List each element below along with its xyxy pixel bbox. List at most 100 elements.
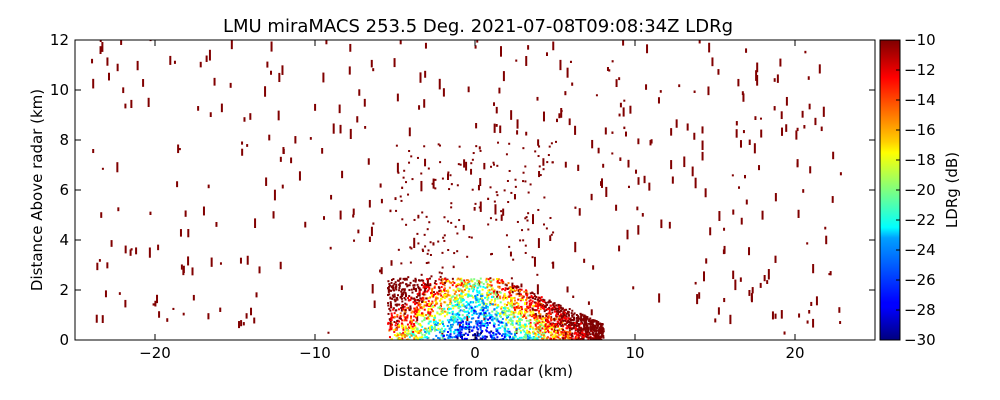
data-point bbox=[525, 289, 528, 292]
data-point bbox=[434, 293, 437, 296]
data-point bbox=[426, 278, 429, 287]
data-point bbox=[546, 328, 549, 331]
data-point bbox=[587, 301, 590, 305]
data-point bbox=[796, 159, 799, 167]
data-point bbox=[423, 145, 426, 148]
data-point bbox=[462, 305, 465, 308]
data-point bbox=[470, 306, 473, 309]
data-point bbox=[392, 289, 395, 292]
data-point bbox=[494, 303, 497, 306]
data-point bbox=[514, 335, 517, 338]
data-point bbox=[329, 246, 332, 250]
data-point bbox=[701, 151, 704, 161]
data-point bbox=[474, 45, 477, 49]
data-point bbox=[525, 298, 528, 301]
data-point bbox=[402, 334, 405, 337]
data-point bbox=[737, 78, 740, 87]
data-point bbox=[522, 338, 525, 340]
data-point bbox=[447, 290, 450, 293]
data-point bbox=[472, 296, 475, 299]
data-point bbox=[495, 313, 498, 316]
data-point bbox=[456, 232, 459, 235]
data-point bbox=[527, 228, 530, 231]
data-point bbox=[493, 289, 496, 292]
data-point bbox=[597, 334, 600, 337]
data-point bbox=[130, 99, 133, 109]
data-point bbox=[529, 319, 532, 322]
data-point bbox=[220, 103, 223, 113]
data-point bbox=[503, 293, 506, 296]
data-point bbox=[824, 226, 827, 230]
data-point bbox=[738, 186, 741, 189]
data-point bbox=[229, 82, 232, 88]
colorbar-tick-label: −26 bbox=[904, 271, 936, 289]
data-point bbox=[404, 325, 407, 328]
data-point bbox=[571, 314, 574, 317]
data-point bbox=[456, 330, 459, 333]
data-point bbox=[522, 147, 525, 150]
data-point bbox=[426, 228, 429, 231]
data-point bbox=[493, 325, 496, 328]
data-point bbox=[462, 303, 465, 306]
data-point bbox=[600, 330, 603, 333]
data-point bbox=[571, 327, 574, 330]
data-point bbox=[536, 322, 539, 325]
data-point bbox=[563, 331, 566, 334]
data-point bbox=[493, 338, 496, 340]
data-point bbox=[495, 218, 498, 221]
data-point bbox=[430, 303, 433, 306]
data-point bbox=[598, 323, 601, 326]
data-point bbox=[519, 330, 522, 333]
data-point bbox=[494, 204, 497, 215]
data-point bbox=[462, 283, 465, 286]
data-point bbox=[425, 215, 428, 218]
data-point bbox=[432, 338, 435, 340]
data-point bbox=[594, 319, 597, 322]
data-point bbox=[568, 323, 571, 326]
data-point bbox=[502, 312, 505, 315]
data-point bbox=[474, 284, 477, 287]
data-point bbox=[429, 304, 432, 307]
data-point bbox=[588, 318, 591, 321]
data-point bbox=[461, 337, 464, 340]
data-point bbox=[463, 159, 466, 168]
data-point bbox=[476, 334, 479, 337]
data-point bbox=[459, 284, 462, 287]
data-point bbox=[456, 298, 459, 301]
data-point bbox=[503, 335, 506, 338]
data-point bbox=[546, 329, 549, 332]
data-point bbox=[658, 293, 661, 303]
data-point bbox=[434, 303, 437, 306]
data-point bbox=[400, 338, 403, 340]
data-point bbox=[471, 280, 474, 283]
data-point bbox=[606, 67, 609, 71]
data-point bbox=[463, 337, 466, 340]
data-point bbox=[416, 336, 419, 339]
data-point bbox=[239, 257, 242, 264]
data-point bbox=[448, 297, 451, 300]
data-point bbox=[544, 327, 547, 330]
data-point bbox=[547, 312, 550, 315]
data-point bbox=[427, 249, 430, 252]
data-point bbox=[418, 105, 421, 110]
data-point bbox=[110, 240, 113, 247]
data-point bbox=[147, 97, 150, 107]
data-point bbox=[783, 331, 786, 335]
data-point bbox=[601, 334, 604, 337]
data-point bbox=[472, 290, 475, 293]
data-point bbox=[476, 321, 479, 324]
data-point bbox=[321, 148, 324, 154]
data-point bbox=[485, 277, 488, 280]
data-point bbox=[464, 293, 467, 296]
data-point bbox=[410, 321, 413, 324]
data-point bbox=[441, 283, 444, 286]
data-point bbox=[458, 301, 461, 304]
data-point bbox=[505, 314, 508, 317]
data-point bbox=[434, 280, 437, 283]
data-point bbox=[517, 323, 520, 326]
data-point bbox=[534, 312, 537, 315]
data-point bbox=[527, 306, 530, 309]
data-point bbox=[535, 315, 538, 318]
data-point bbox=[832, 151, 835, 160]
data-point bbox=[450, 221, 453, 224]
